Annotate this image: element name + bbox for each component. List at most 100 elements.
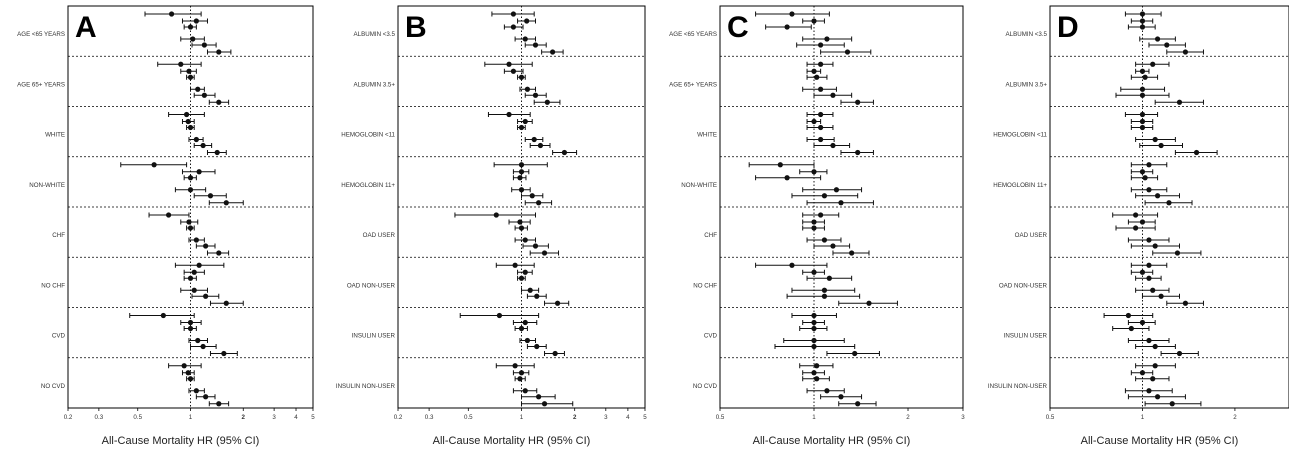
group-label: ALBUMIN <3.5 [1006,31,1048,38]
hr-point [811,18,817,24]
hr-point [1125,312,1132,319]
hr-point [1152,243,1158,249]
x-tick-label: 1 [1141,414,1145,421]
x-axis-label: All-Cause Mortality HR (95% CI) [753,435,911,447]
hr-point [1174,250,1181,256]
x-axis-label: All-Cause Mortality HR (95% CI) [433,435,591,447]
hr-point [1139,24,1146,30]
hr-point [1139,124,1146,131]
hr-point [1154,193,1161,199]
x-axis-label: All-Cause Mortality HR (95% CI) [1081,435,1239,447]
hr-point [1150,61,1156,67]
hr-point [1139,370,1146,376]
group-label: ALBUMIN <3.5 [354,31,396,38]
hr-point [826,275,832,281]
group-label: NO CVD [693,383,718,390]
hr-point [522,36,528,42]
hr-point [183,111,190,118]
hr-point [200,142,206,149]
hr-point [531,136,537,143]
hr-point [1152,136,1158,143]
hr-point [1139,169,1146,175]
hr-point [534,343,540,350]
hr-point [1150,287,1156,293]
group-label: AGE 65+ YEARS [17,81,65,88]
group-label: CHF [704,232,717,239]
hr-point [811,312,817,319]
x-tick-label: 0.5 [716,414,725,421]
x-tick-label: 0.2 [394,414,403,421]
hr-point [818,124,824,131]
group-label: AGE 65+ YEARS [669,81,717,88]
hr-point [784,24,790,30]
hr-point [811,219,817,225]
hr-point [1133,212,1139,218]
group-label: CHF [52,232,65,239]
x-tick-label: 0.3 [95,414,104,421]
group-label: HEMOGLOBIN 11+ [993,182,1047,189]
hr-point [187,124,194,131]
hr-point [811,225,817,231]
group-label: HEMOGLOBIN 11+ [341,182,395,189]
hr-point [187,376,194,382]
panel-b: B ALBUMIN <3.5 ALBUMIN 3.5+ HEMOGLOBIN <11 H… [336,5,647,447]
panel-letter: C [727,11,749,44]
hr-point [1182,49,1189,55]
x-tick-label: 3 [272,414,276,421]
x-tick-label: 1 [812,414,816,421]
hr-point [818,212,824,218]
hr-point [216,401,222,407]
hr-point [185,370,191,376]
group-label: NO CHF [693,282,717,289]
hr-point [777,162,783,168]
x-tick-label: 4 [626,414,630,421]
hr-point [811,370,817,376]
hr-point [1128,325,1134,332]
hr-point [814,74,820,80]
x-tick-label: 5 [311,414,315,421]
hr-point [561,149,568,156]
hr-point [541,250,548,256]
hr-point [830,142,836,149]
hr-point [1164,42,1170,48]
hr-point [524,337,531,344]
hr-point [517,175,523,181]
group-label: NON-WHITE [681,182,717,189]
hr-point [187,325,194,332]
hr-point [1146,388,1152,394]
hr-point [193,18,199,24]
hr-point [1139,319,1146,326]
hr-point [187,225,194,231]
panel-letter: B [405,11,427,44]
hr-point [532,42,539,48]
hr-point [818,86,824,92]
hr-point [1139,18,1146,24]
hr-point [518,74,525,80]
hr-point [522,319,528,326]
x-tick-label: 0.2 [64,414,73,421]
hr-point [506,61,512,67]
hr-point [852,350,858,357]
hr-point [512,363,518,369]
hr-point [1176,350,1183,357]
x-tick-label: 0.5 [464,414,473,421]
group-label: ALBUMIN 3.5+ [354,81,396,88]
hr-point [1146,187,1152,193]
group-label: OAD NON-USER [347,282,396,289]
hr-point [195,86,201,92]
hr-point [1146,262,1152,268]
hr-point [196,169,202,175]
hr-point [518,370,525,376]
hr-point [541,401,548,407]
hr-point [811,319,817,326]
hr-point [866,300,872,306]
group-label: INSULIN NON-USER [336,383,396,390]
hr-point [838,394,844,400]
hr-point [524,18,530,24]
hr-point [223,200,229,206]
x-tick-label: 2 [242,414,246,421]
panel-letter: A [75,11,97,44]
hr-point [544,99,550,105]
hr-point [185,118,191,125]
hr-point [190,36,196,42]
